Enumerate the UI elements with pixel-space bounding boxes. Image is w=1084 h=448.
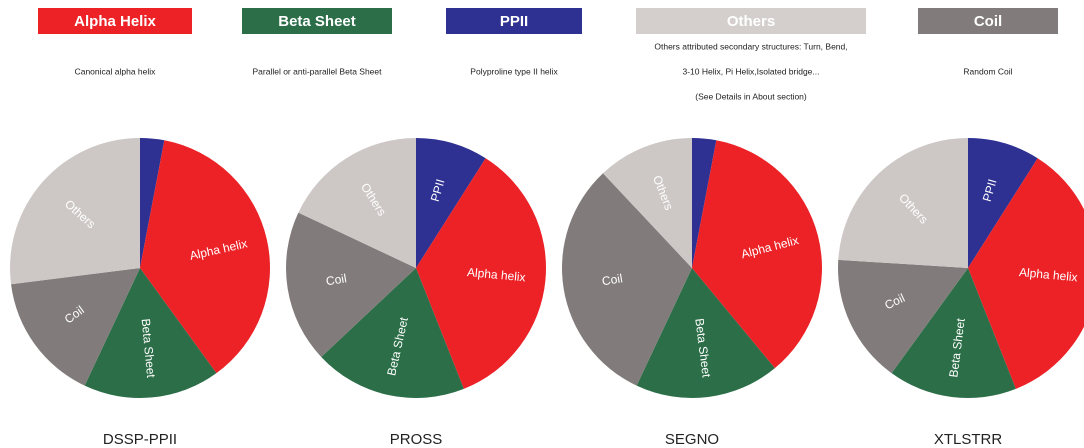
legend-swatch bbox=[38, 8, 192, 34]
pie-slice bbox=[838, 259, 968, 374]
slice-label: PPII bbox=[980, 178, 1000, 204]
pie-slice bbox=[692, 140, 822, 369]
pie-slice bbox=[968, 158, 1084, 389]
legend-swatch bbox=[446, 8, 582, 34]
legend-label: PPII bbox=[500, 13, 528, 30]
pie-slice bbox=[84, 268, 217, 398]
legend-label: Others bbox=[727, 13, 775, 30]
legend-swatch bbox=[636, 8, 866, 34]
legend-description: Canonical alpha helix bbox=[75, 66, 157, 76]
legend-label: Coil bbox=[974, 13, 1002, 30]
pie-title: PROSS bbox=[390, 431, 443, 448]
pie-slice bbox=[9, 138, 140, 285]
pie-slice bbox=[286, 212, 416, 357]
legend-description: Parallel or anti-parallel Beta Sheet bbox=[253, 66, 383, 76]
slice-label: Coil bbox=[325, 271, 348, 288]
slice-label: PPII bbox=[428, 178, 448, 204]
legend-description: Random Coil bbox=[963, 66, 1012, 76]
pie-slice bbox=[140, 140, 270, 374]
pie-slice bbox=[140, 138, 165, 268]
pie-slice bbox=[562, 173, 692, 386]
pie-slice bbox=[298, 138, 416, 268]
legend-description: Polyproline type II helix bbox=[470, 66, 558, 76]
legend-label: Beta Sheet bbox=[278, 13, 356, 30]
pie-slice bbox=[838, 138, 968, 268]
pie-slice bbox=[603, 138, 692, 268]
pie-slice bbox=[11, 268, 141, 386]
slice-label: Alpha helix bbox=[466, 265, 526, 284]
pie-slice bbox=[416, 158, 546, 389]
pie-slice bbox=[416, 138, 486, 268]
pie-slice bbox=[636, 268, 775, 398]
legend-label: Alpha Helix bbox=[74, 13, 156, 30]
slice-label: Alpha helix bbox=[1018, 265, 1078, 284]
pie-slice bbox=[891, 268, 1016, 398]
legend-description: 3-10 Helix, Pi Helix,Isolated bridge... bbox=[682, 66, 819, 76]
legend-swatch bbox=[242, 8, 392, 34]
pie-title: SEGNO bbox=[665, 431, 719, 448]
pie-slice bbox=[692, 138, 717, 268]
pie-slice bbox=[968, 138, 1038, 268]
pie-title: DSSP-PPII bbox=[103, 431, 177, 448]
slice-label: Coil bbox=[601, 271, 624, 288]
pie-title: XTLSTRR bbox=[934, 431, 1003, 448]
pie-slice bbox=[321, 268, 464, 398]
legend-description: (See Details in About section) bbox=[695, 91, 807, 101]
slice-label: Beta Sheet bbox=[139, 318, 159, 379]
legend-description: Others attributed secondary structures: … bbox=[654, 41, 847, 51]
legend-swatch bbox=[918, 8, 1058, 34]
